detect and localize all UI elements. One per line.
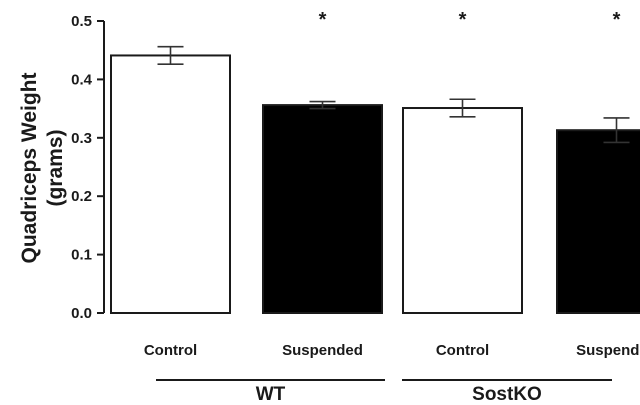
group-label: WT	[256, 384, 286, 405]
bar	[110, 54, 231, 315]
y-tick-label: 0.3	[71, 130, 92, 147]
bar	[262, 104, 383, 315]
bar	[402, 107, 523, 314]
y-tick-label: 0.0	[71, 305, 92, 322]
y-axis-label-line-1: Quadriceps Weight	[18, 73, 41, 264]
y-tick-label: 0.4	[71, 71, 93, 88]
y-tick-label: 0.2	[71, 188, 92, 205]
significance-marker: *	[613, 9, 621, 31]
y-tick-label: 0.5	[71, 13, 92, 30]
y-axis-label: Quadriceps Weight (grams)	[18, 73, 67, 264]
significance-marker: *	[319, 9, 327, 31]
plot-area: 0.0 0.1 0.2 0.3 0.4 0.5 Control * Suspended * Cont…	[71, 9, 640, 405]
bar	[556, 129, 640, 314]
category-label: Control	[144, 342, 197, 359]
category-label: Control	[436, 342, 489, 359]
y-axis-label-line-2: (grams)	[44, 129, 67, 206]
category-label: Suspended	[576, 342, 640, 359]
significance-marker: *	[459, 9, 467, 31]
group-label: SostKO	[472, 384, 542, 405]
category-label: Suspended	[282, 342, 363, 359]
y-tick-label: 0.1	[71, 247, 92, 264]
